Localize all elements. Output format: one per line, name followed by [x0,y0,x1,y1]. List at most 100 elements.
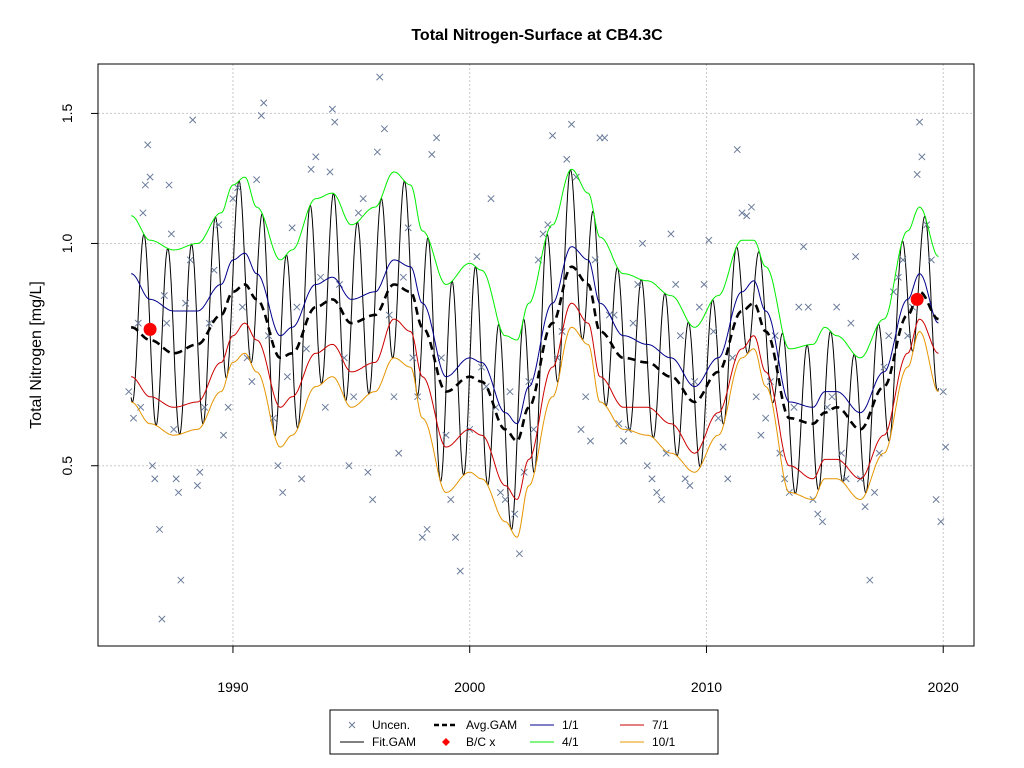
data-point [539,230,547,238]
y-tick-label: 1.5 [59,103,75,123]
data-point [771,332,779,340]
data-point [889,288,898,296]
data-point [229,195,237,203]
data-point [364,468,372,476]
data-point [170,425,178,433]
legend: Uncen. Fit.GAM Avg.GAM B/C x 1/1 4/1 7/1 10/1 [329,709,719,755]
data-point [473,252,481,261]
data-point [620,437,628,445]
legend-swatch-bc [442,738,450,746]
data-point [160,292,168,300]
data-point [937,518,945,526]
series-line-1-1 [131,246,939,425]
data-point [200,403,209,411]
data-point [842,475,850,483]
data-point [899,256,907,264]
data-point [804,303,812,311]
data-point [672,280,680,289]
data-point [923,221,931,229]
data-point [189,116,197,124]
data-point [837,449,845,457]
data-point [177,576,185,584]
data-point [456,567,464,575]
legend-box [329,709,719,755]
data-point [638,239,647,248]
data-point [141,181,149,189]
data-point [847,319,855,327]
data-point [253,176,261,184]
x-tick-label: 1990 [217,679,248,695]
data-point [818,518,827,526]
data-point [395,449,403,457]
data-point [904,332,912,340]
data-point [932,495,940,504]
data-point [762,414,770,422]
data-point [302,345,310,353]
legend-label: 4/1 [562,735,579,749]
fit-gam-line [130,169,939,531]
data-point [215,221,223,229]
data-point [279,488,287,497]
data-point [186,256,194,264]
data-point [125,388,133,396]
data-point [530,425,538,433]
data-point [643,462,651,470]
x-tick-label: 2020 [928,679,959,695]
data-point [442,431,450,439]
data-point [714,414,722,422]
data-point [894,273,902,281]
data-point [307,165,315,173]
series-lines [130,168,939,538]
data-point [350,393,358,401]
data-point [676,332,684,340]
data-point [196,468,204,476]
data-point [624,425,632,433]
data-point [691,378,699,386]
data-point [447,495,455,504]
data-point [224,403,232,411]
data-point [506,388,514,396]
data-point [274,462,282,470]
data-point [582,393,590,401]
data-point [193,482,201,490]
data-point [409,354,417,362]
data-point [331,118,339,126]
data-point [915,118,924,126]
data-point [451,533,460,541]
data-point [610,311,618,319]
data-point [799,243,808,251]
data-point [288,224,296,232]
data-point [399,273,407,281]
data-point [257,112,265,120]
data-point [885,332,893,340]
data-point [182,299,190,307]
data-point [238,303,246,311]
data-point [549,132,557,140]
bc-points [143,292,924,336]
bc-point [143,322,157,336]
data-point [686,482,694,490]
data-point [871,488,879,497]
data-point [151,475,159,483]
legend-label: 7/1 [652,718,669,732]
data-point [738,209,746,217]
data-point [174,488,183,497]
data-point [875,449,883,457]
data-point [719,443,727,451]
data-point [939,388,947,396]
data-point [163,319,171,327]
legend-label: Avg.GAM [466,718,517,732]
data-point [790,403,798,411]
data-point [577,425,585,433]
data-point [248,378,256,386]
data-point [828,393,836,401]
data-point [724,475,732,483]
data-point [601,134,609,142]
data-point [139,209,147,217]
data-point [326,168,334,176]
data-point [563,155,571,163]
data-point [705,236,713,244]
data-point [134,319,142,327]
data-point [866,576,874,584]
